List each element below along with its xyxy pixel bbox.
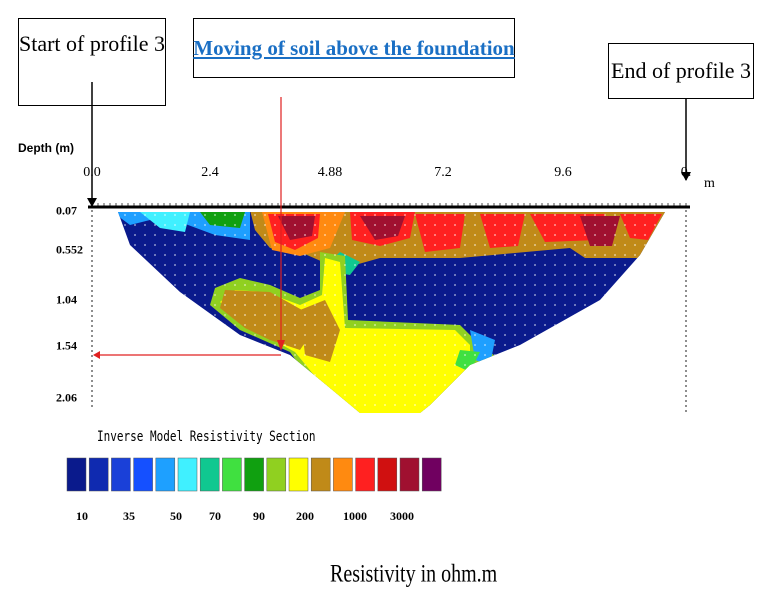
legend-swatch [155,457,176,492]
legend-swatch [288,457,309,492]
legend-swatch [266,457,287,492]
legend-swatch [88,457,109,492]
legend-swatch [199,457,220,492]
end-of-profile-label: End of profile 3 [608,43,754,99]
legend-swatch [399,457,420,492]
legend-label: 90 [253,509,265,523]
legend-swatch [244,457,264,492]
x-tick-label: 0. [680,165,692,180]
legend-label: 200 [296,509,314,523]
x-tick-label: 9.6 [554,165,572,180]
annotation-title: Moving of soil above the foundation [193,18,515,78]
legend-swatch [310,457,331,492]
legend-swatch [66,457,87,492]
y-axis-title: Depth (m) [18,141,74,155]
end-label-text: End of profile 3 [611,58,751,83]
legend-swatch [333,457,353,492]
legend-swatch [133,457,153,492]
profile-arrows [87,82,691,412]
legend-swatch [222,457,242,492]
legend-swatch [355,457,375,492]
start-label-text: Start of profile 3 [18,31,166,56]
chart-title: Inverse Model Resistivity Section [97,428,316,445]
legend-label: 3000 [390,509,414,523]
x-axis-unit: m [704,176,715,191]
legend-label: 50 [170,509,182,523]
legend-label: 10 [76,509,88,523]
legend-label: 35 [123,509,135,523]
x-tick-label: 4.88 [317,165,343,180]
y-tick-label: 1.04 [56,292,77,307]
y-tick-label: 2.06 [56,390,77,405]
color-legend [66,457,442,492]
legend-swatch [177,457,198,492]
resistivity-section [118,212,665,413]
y-tick-label: 1.54 [56,338,77,353]
legend-label: 1000 [343,509,367,523]
y-tick-label: 0.07 [56,203,77,218]
legend-swatch [421,457,442,492]
legend-swatch [377,457,398,492]
x-tick-label: 0.0 [83,165,101,180]
legend-label: 70 [209,509,221,523]
annotation-title-text: Moving of soil above the foundation [193,35,515,60]
x-tick-label: 2.4 [201,165,219,180]
legend-swatch [111,457,131,492]
y-tick-label: 0.552 [56,242,83,257]
x-axis [88,203,690,209]
legend-caption: Resistivity in ohm.m [330,560,498,588]
x-tick-label: 7.2 [434,165,452,180]
soil-movement-arrow [93,97,285,359]
